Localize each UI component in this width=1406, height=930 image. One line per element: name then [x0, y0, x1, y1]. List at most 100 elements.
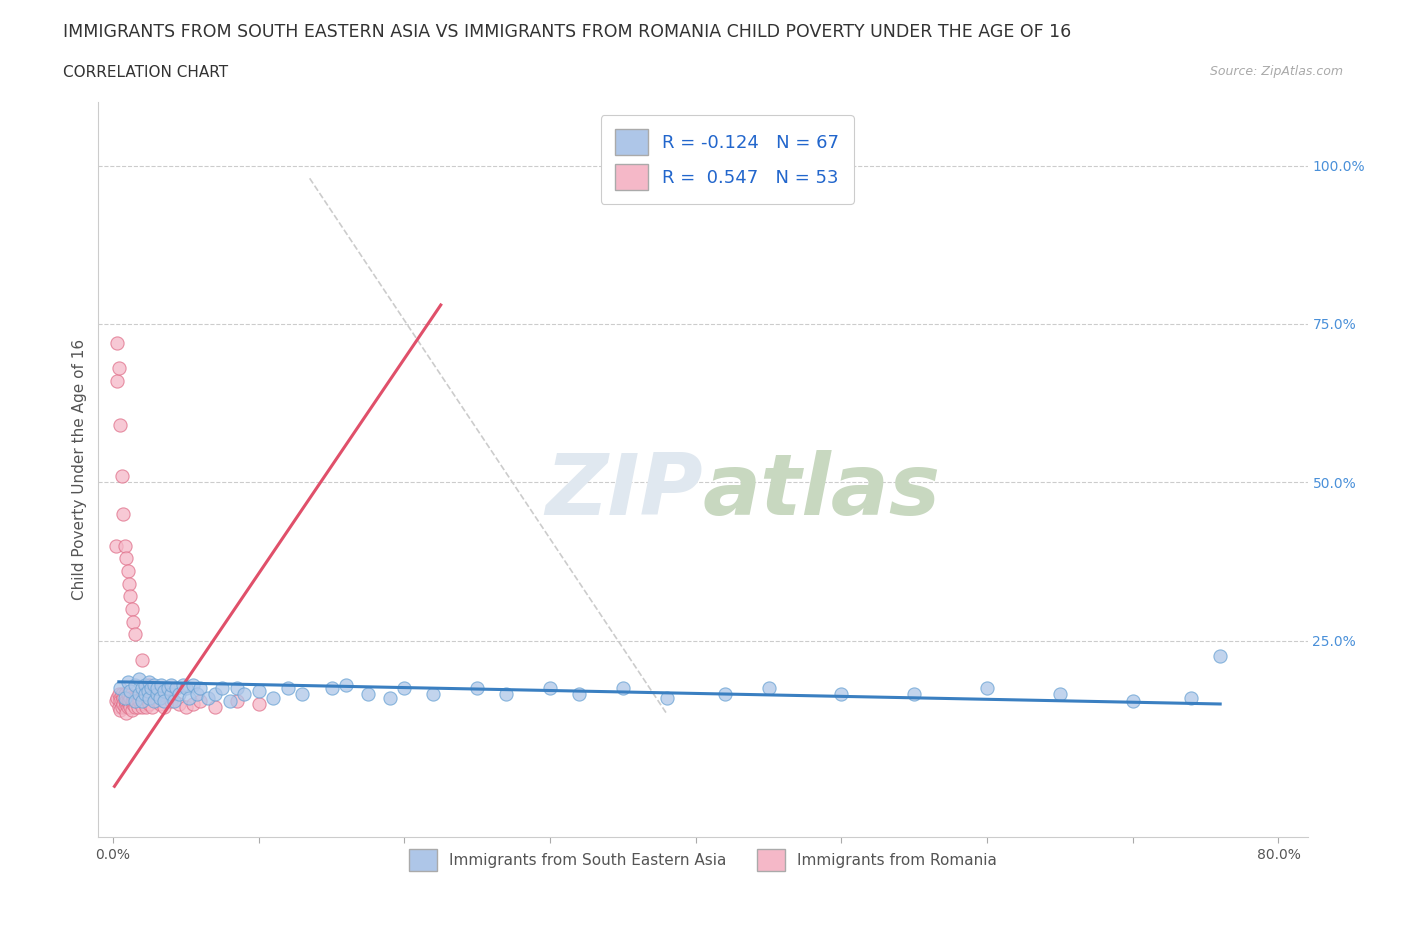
Point: [122, 697, 145, 711]
Point: [120, 699, 142, 714]
Point: [465, 681, 488, 696]
Point: [105, 374, 128, 389]
Point: [110, 681, 132, 696]
Legend: Immigrants from South Eastern Asia, Immigrants from Romania: Immigrants from South Eastern Asia, Immi…: [404, 844, 1002, 877]
Point: [117, 699, 139, 714]
Point: [108, 699, 131, 714]
Point: [247, 697, 270, 711]
Point: [111, 699, 134, 714]
Point: [115, 551, 138, 565]
Point: [121, 694, 143, 709]
Point: [131, 652, 153, 667]
Point: [160, 687, 183, 702]
Point: [105, 690, 128, 705]
Point: [122, 694, 145, 709]
Point: [197, 690, 219, 705]
Text: ZIP: ZIP: [546, 450, 703, 533]
Point: [139, 681, 162, 696]
Y-axis label: Child Poverty Under the Age of 16: Child Poverty Under the Age of 16: [72, 339, 87, 600]
Point: [117, 687, 139, 702]
Point: [378, 690, 401, 705]
Point: [128, 694, 150, 709]
Point: [181, 678, 204, 693]
Point: [134, 687, 156, 702]
Point: [110, 690, 132, 705]
Point: [124, 694, 146, 709]
Point: [186, 687, 208, 702]
Point: [153, 699, 176, 714]
Point: [122, 614, 145, 629]
Point: [612, 681, 634, 696]
Point: [136, 684, 159, 698]
Point: [714, 687, 737, 702]
Point: [167, 697, 190, 711]
Point: [120, 589, 142, 604]
Point: [104, 694, 127, 709]
Point: [141, 699, 163, 714]
Point: [160, 694, 183, 709]
Point: [128, 671, 150, 686]
Point: [118, 697, 141, 711]
Text: Source: ZipAtlas.com: Source: ZipAtlas.com: [1209, 65, 1343, 78]
Point: [108, 361, 131, 376]
Point: [105, 336, 128, 351]
Point: [135, 699, 157, 714]
Point: [114, 687, 136, 702]
Point: [111, 694, 134, 709]
Point: [145, 687, 167, 702]
Point: [165, 681, 187, 696]
Point: [142, 678, 165, 693]
Point: [124, 678, 146, 693]
Point: [115, 694, 138, 709]
Point: [131, 681, 153, 696]
Point: [204, 687, 226, 702]
Point: [233, 687, 256, 702]
Point: [177, 690, 200, 705]
Point: [211, 681, 233, 696]
Point: [110, 703, 132, 718]
Point: [118, 694, 141, 709]
Point: [112, 690, 135, 705]
Point: [174, 699, 197, 714]
Point: [121, 602, 143, 617]
Text: IMMIGRANTS FROM SOUTH EASTERN ASIA VS IMMIGRANTS FROM ROMANIA CHILD POVERTY UNDE: IMMIGRANTS FROM SOUTH EASTERN ASIA VS IM…: [63, 23, 1071, 41]
Point: [172, 678, 194, 693]
Point: [655, 690, 678, 705]
Point: [976, 681, 998, 696]
Point: [124, 690, 146, 705]
Point: [153, 684, 176, 698]
Point: [1209, 649, 1232, 664]
Point: [495, 687, 517, 702]
Point: [394, 681, 416, 696]
Point: [758, 681, 780, 696]
Point: [1180, 690, 1202, 705]
Point: [247, 684, 270, 698]
Point: [150, 678, 173, 693]
Point: [903, 687, 925, 702]
Point: [830, 687, 852, 702]
Point: [138, 678, 160, 693]
Point: [142, 694, 165, 709]
Point: [117, 674, 139, 689]
Point: [120, 690, 142, 705]
Point: [114, 699, 136, 714]
Point: [157, 681, 180, 696]
Point: [125, 694, 148, 709]
Point: [190, 694, 212, 709]
Point: [114, 690, 136, 705]
Point: [218, 694, 240, 709]
Point: [115, 706, 138, 721]
Point: [110, 418, 132, 432]
Point: [174, 681, 197, 696]
Point: [149, 690, 172, 705]
Point: [104, 538, 127, 553]
Point: [160, 678, 183, 693]
Point: [112, 697, 135, 711]
Point: [138, 674, 160, 689]
Point: [115, 697, 138, 711]
Point: [225, 681, 247, 696]
Point: [117, 694, 139, 709]
Text: atlas: atlas: [703, 450, 941, 533]
Point: [131, 699, 153, 714]
Point: [108, 687, 131, 702]
